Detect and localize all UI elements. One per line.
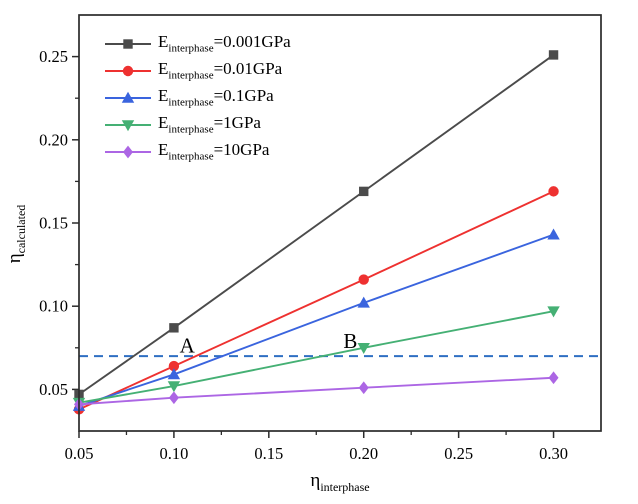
data-point-marker (167, 381, 181, 393)
data-point-marker (548, 371, 559, 385)
legend-label-part: =0.1GPa (213, 85, 274, 105)
x-tick-label: 0.25 (444, 444, 473, 463)
legend-label-part: E (158, 139, 169, 159)
legend-label-part: =0.01GPa (213, 58, 283, 78)
legend-label-part: =1GPa (213, 112, 261, 132)
data-point-marker (123, 38, 133, 49)
legend-label-part: E (158, 112, 169, 132)
legend-label: Einterphase=0.1GPa (158, 87, 274, 108)
series-E_interphase=10GPa (74, 371, 559, 411)
legend-item-E_interphase=1GPa: Einterphase=1GPa (104, 111, 291, 138)
x-tick-label: 0.15 (254, 444, 283, 463)
legend-label: Einterphase=1GPa (158, 114, 261, 135)
y-axis-label-subscript: calculated (13, 204, 28, 254)
y-tick-label: 0.10 (39, 297, 68, 316)
data-point-marker (169, 323, 179, 333)
data-point-marker (358, 381, 369, 395)
data-point-marker (123, 145, 133, 158)
data-point-marker (122, 65, 134, 76)
legend-label-part: =10GPa (213, 139, 270, 159)
y-tick-label: 0.15 (39, 214, 68, 233)
legend-item-E_interphase=0.1GPa: Einterphase=0.1GPa (104, 84, 291, 111)
series-line (78, 310, 554, 404)
data-point-marker (547, 228, 560, 240)
data-point-marker (358, 274, 369, 285)
legend-label: Einterphase=0.01GPa (158, 60, 282, 81)
legend-label-part: E (158, 85, 169, 105)
annotation-A: A (180, 333, 196, 357)
legend-label-part: interphase (168, 150, 214, 163)
y-tick-label: 0.05 (39, 380, 68, 399)
y-tick-label: 0.20 (39, 130, 68, 149)
data-point-marker (357, 296, 370, 308)
legend-item-E_interphase=0.01GPa: Einterphase=0.01GPa (104, 57, 291, 84)
legend-item-E_interphase=0.001GPa: Einterphase=0.001GPa (104, 30, 291, 57)
legend-label-part: interphase (168, 42, 214, 55)
annotation-B: B (343, 329, 357, 353)
legend-label-part: interphase (168, 69, 214, 82)
x-tick-label: 0.05 (65, 444, 94, 463)
legend-item-E_interphase=10GPa: Einterphase=10GPa (104, 138, 291, 165)
square-marker-icon (105, 38, 151, 49)
x-tick-label: 0.30 (539, 444, 568, 463)
series-line (78, 190, 554, 411)
y-axis-label-symbol: η (4, 253, 25, 264)
circle-marker-icon (105, 65, 151, 76)
x-axis-label-subscript: interphase (320, 479, 370, 494)
y-axis-label: ηcalculated (4, 174, 29, 294)
data-point-marker (121, 119, 135, 131)
x-axis-label: ηinterphase (79, 471, 601, 493)
legend-label-part: E (158, 31, 169, 51)
legend-label-part: interphase (168, 123, 214, 136)
legend-label-part: interphase (168, 96, 214, 109)
data-point-marker (547, 306, 560, 318)
series-line (78, 54, 555, 396)
data-point-marker (548, 50, 559, 60)
x-axis-label-symbol: η (310, 470, 321, 491)
legend-label-part: =0.001GPa (213, 31, 291, 51)
legend: Einterphase=0.001GPa Einterphase=0.01GPa E… (104, 30, 291, 165)
series-E_interphase=0.1GPa (72, 228, 560, 411)
diamond-marker-icon (105, 145, 151, 158)
legend-label: Einterphase=10GPa (158, 141, 269, 162)
data-point-marker (168, 360, 180, 372)
y-tick-label: 0.25 (39, 47, 68, 66)
triangle-down-marker-icon (105, 119, 151, 131)
data-point-marker (167, 368, 181, 380)
data-point-marker (548, 186, 559, 197)
data-point-marker (121, 91, 135, 103)
series-line (78, 376, 554, 406)
data-point-marker (168, 391, 179, 405)
legend-label: Einterphase=0.001GPa (158, 33, 291, 54)
series-line (78, 233, 554, 407)
x-tick-label: 0.10 (159, 444, 188, 463)
data-point-marker (357, 343, 370, 354)
x-tick-label: 0.20 (349, 444, 378, 463)
series-E_interphase=0.01GPa (73, 186, 559, 415)
plot-border (78, 14, 602, 432)
data-point-marker (359, 186, 369, 197)
triangle-up-marker-icon (105, 91, 151, 103)
legend-label-part: E (158, 58, 169, 78)
